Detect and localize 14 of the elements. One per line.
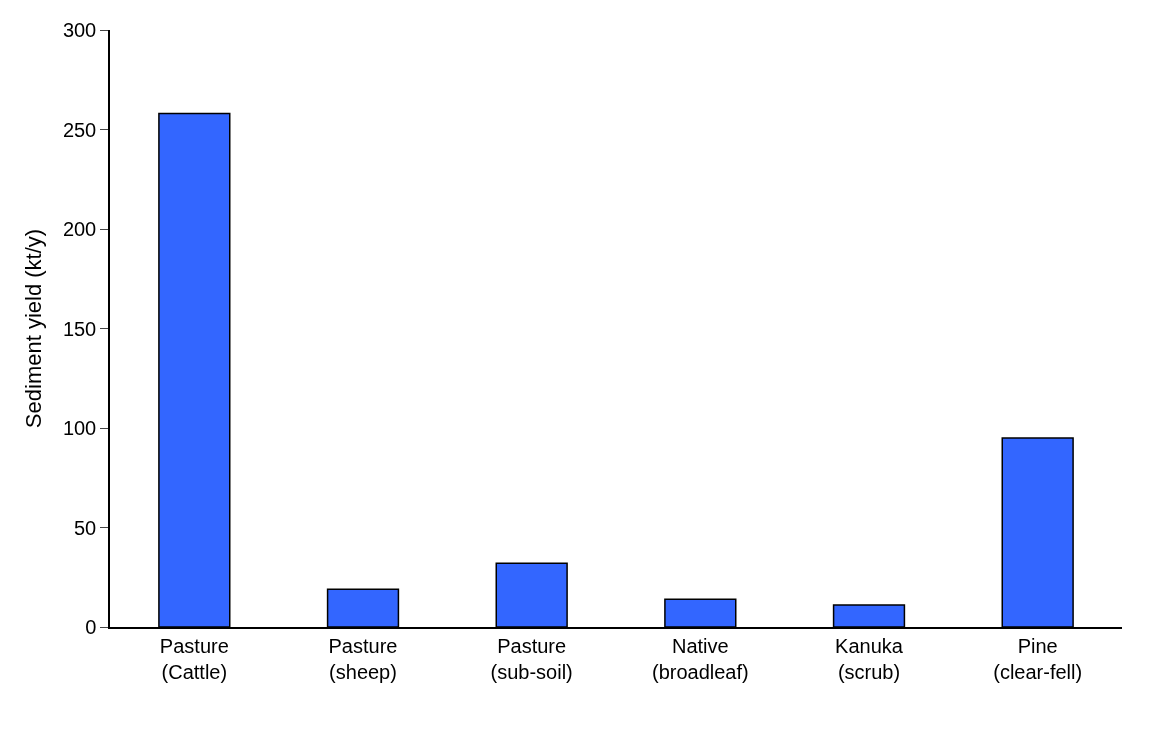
y-tick-label: 300: [62, 19, 97, 41]
y-tick-label: 150: [62, 317, 97, 340]
x-tick-label: Native (broadleaf): [651, 634, 749, 683]
y-tick-label: 100: [62, 417, 97, 439]
x-tick-label: Pasture (Cattle): [159, 634, 229, 683]
y-tick-label: 0: [85, 616, 97, 638]
y-tick-label: 50: [74, 516, 97, 539]
x-tick-label: Kanuka (scrub): [835, 634, 904, 683]
y-axis-title: Sediment yield (kt/y): [21, 228, 47, 429]
x-tick-label: Pasture (sheep): [328, 634, 398, 683]
x-tick-label: Pasture (sub-soil): [490, 634, 573, 683]
y-tick-label: 250: [62, 118, 97, 141]
x-tick-label: Pine (clear-fell): [993, 634, 1083, 683]
y-tick-label: 200: [62, 218, 97, 240]
